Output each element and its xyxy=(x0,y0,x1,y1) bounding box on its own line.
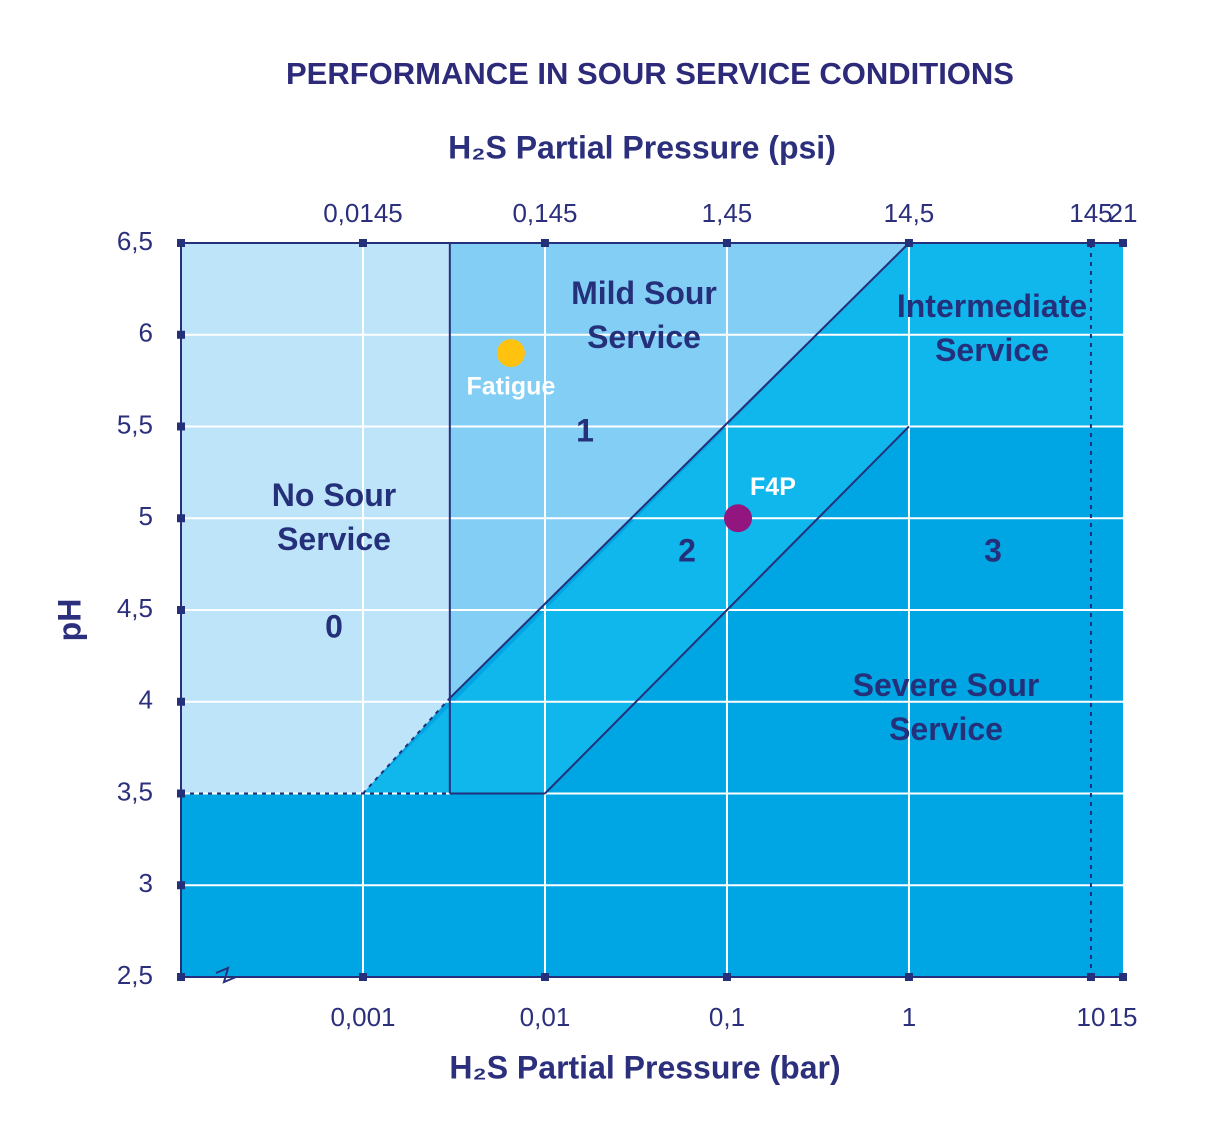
region-label: Mild Sour Service xyxy=(571,275,717,355)
tick-mark xyxy=(722,973,731,981)
tick-mark xyxy=(177,973,185,981)
tick-mark xyxy=(1119,239,1127,247)
region-label: Severe Sour Service xyxy=(853,667,1040,747)
x-tick-label: 1 xyxy=(902,1002,916,1032)
x2-tick-label: 1,45 xyxy=(702,198,753,228)
tick-mark xyxy=(1119,973,1127,981)
y-tick-label: 2,5 xyxy=(117,960,153,990)
y-tick-label: 6,5 xyxy=(117,226,153,256)
region-number: 0 xyxy=(325,608,343,644)
boundary-line xyxy=(362,697,451,795)
tick-mark xyxy=(177,789,185,798)
y-tick-label: 3,5 xyxy=(117,776,153,806)
tick-mark xyxy=(904,239,913,247)
tick-mark xyxy=(177,422,185,431)
y-tick-label: 4 xyxy=(139,685,153,715)
x2-tick-label: 14,5 xyxy=(884,198,935,228)
tick-mark xyxy=(358,239,367,247)
tick-mark xyxy=(177,514,185,523)
tick-mark xyxy=(540,239,549,247)
axis-break xyxy=(215,966,237,984)
y-tick-label: 3 xyxy=(139,868,153,898)
tick-mark xyxy=(1086,973,1095,981)
y-tick-label: 5,5 xyxy=(117,409,153,439)
x2-axis-title: H₂S Partial Pressure (psi) xyxy=(448,129,836,165)
x-tick-label: 0,01 xyxy=(520,1002,571,1032)
x2-tick-label: 145 xyxy=(1069,198,1112,228)
tick-mark xyxy=(722,239,731,247)
region-label: No Sour Service xyxy=(272,477,396,557)
x-tick-label: 15 xyxy=(1109,1002,1138,1032)
tick-mark xyxy=(358,973,367,981)
x-tick-label: 0,1 xyxy=(709,1002,745,1032)
point-label: F4P xyxy=(750,473,796,501)
y-axis-title: pH xyxy=(51,599,87,642)
tick-mark xyxy=(177,881,185,890)
region-number: 3 xyxy=(984,532,1002,568)
tick-mark xyxy=(177,239,185,247)
y-tick-label: 6 xyxy=(139,318,153,348)
boundary-line xyxy=(449,242,910,699)
x2-tick-label: 0,145 xyxy=(512,198,577,228)
chart-title: PERFORMANCE IN SOUR SERVICE CONDITIONS xyxy=(286,56,1014,91)
x-axis-title: H₂S Partial Pressure (bar) xyxy=(449,1049,840,1085)
region-number: 1 xyxy=(576,412,594,448)
tick-mark xyxy=(177,606,185,614)
y-tick-label: 4,5 xyxy=(117,593,153,623)
region-number: 2 xyxy=(678,532,696,568)
x-tick-label: 10 xyxy=(1076,1002,1105,1032)
tick-mark xyxy=(177,330,185,339)
point-label: Fatigue xyxy=(466,373,555,401)
tick-mark xyxy=(1086,239,1095,247)
y-tick-label: 5 xyxy=(139,501,153,531)
boundary-line xyxy=(544,425,910,795)
data-point xyxy=(496,339,525,368)
tick-mark xyxy=(177,697,185,706)
data-point xyxy=(724,504,753,533)
region-label: Intermediate Service xyxy=(897,288,1087,368)
tick-mark xyxy=(904,973,913,981)
x2-tick-label: 0,0145 xyxy=(323,198,403,228)
tick-mark xyxy=(540,973,549,981)
x-tick-label: 0,001 xyxy=(330,1002,395,1032)
x2-tick-label: 21 xyxy=(1109,198,1138,228)
